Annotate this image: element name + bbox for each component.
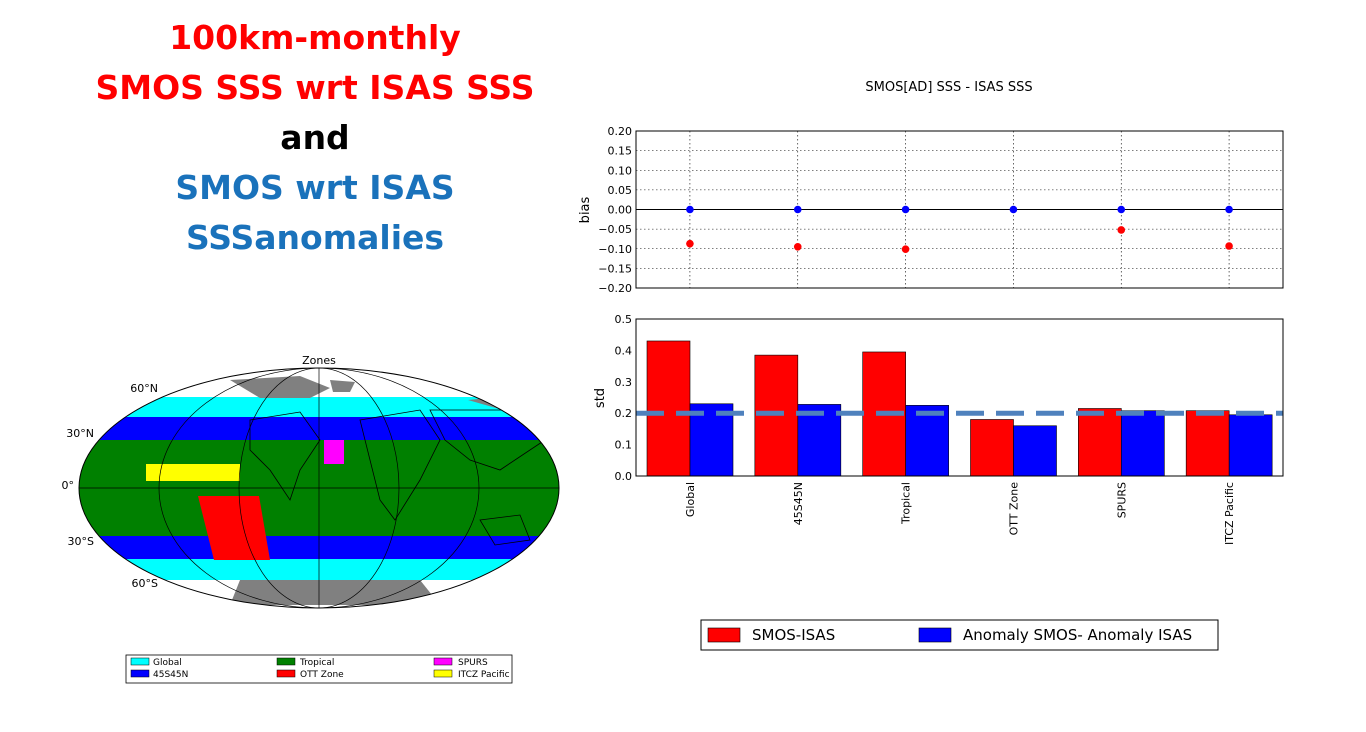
std-bar-anomaly-smos-anomaly-isas-45s45n — [797, 404, 842, 477]
coast-americas — [249, 411, 321, 501]
chart-legend-swatch-smos-isas — [707, 627, 741, 643]
std-bar-smos-isas-spurs — [1078, 408, 1122, 477]
bias-ytick-label: −0.10 — [598, 243, 632, 256]
bias-point-smos-isas-tropical — [901, 245, 910, 253]
coast-africa — [359, 409, 441, 521]
bias-chart: SMOS[AD] SSS - ISAS SSS bias 0.20 0.15 0.1… — [578, 80, 1284, 295]
std-bar-anomaly-smos-anomaly-isas-itcz-pacific — [1228, 414, 1273, 477]
zone-band-global-north — [79, 397, 559, 417]
bias-point-anomaly-smos-anomaly-isas-spurs — [1117, 205, 1126, 214]
std-ytick-label: 0.5 — [615, 313, 633, 326]
bias-ytick-label: 0.10 — [608, 164, 633, 177]
std-ylabel: std — [593, 388, 608, 408]
bias-point-anomaly-smos-anomaly-isas-ott-zone — [1009, 205, 1018, 214]
land-arctic — [230, 376, 330, 398]
std-ytick-label: 0.2 — [615, 407, 633, 420]
std-ytick-label: 0.4 — [615, 344, 633, 357]
chart-legend-label-anomaly: Anomaly SMOS- Anomaly ISAS — [963, 626, 1192, 644]
bias-ytick-label: 0.00 — [608, 204, 633, 217]
map-legend-label-45s45n: 45S45N — [153, 670, 188, 680]
bias-point-smos-isas-spurs — [1117, 226, 1126, 234]
bias-chart-title: SMOS[AD] SSS - ISAS SSS — [865, 80, 1032, 95]
zone-spurs — [324, 440, 344, 464]
coast-australia — [479, 514, 531, 546]
std-bar-smos-isas-global — [646, 340, 691, 477]
std-bar-anomaly-smos-anomaly-isas-ott-zone — [1013, 425, 1057, 477]
map-legend-label-ott-zone: OTT Zone — [300, 670, 344, 680]
bias-ytick-label: −0.20 — [598, 282, 632, 295]
chart-legend: SMOS-ISAS Anomaly SMOS- Anomaly ISAS — [700, 619, 1219, 651]
std-xtick-label-spurs: SPURS — [1115, 482, 1128, 518]
std-chart: std 0.5 0.4 0.3 0.2 0.1 0.0 Global 45S45N Tropi… — [593, 313, 1284, 545]
bias-point-smos-isas-itcz-pacific — [1225, 242, 1233, 250]
lat-label-30s: 30°S — [68, 535, 94, 548]
lat-label-60s: 60°S — [132, 577, 158, 590]
heading-line-3: and — [280, 118, 350, 157]
bias-point-anomaly-smos-anomaly-isas-itcz-pacific — [1225, 205, 1233, 214]
map-legend-swatch-global — [130, 657, 150, 666]
bias-point-anomaly-smos-anomaly-isas-global — [686, 205, 694, 214]
map-legend-swatch-ott-zone — [276, 669, 296, 678]
chart-legend-swatch-anomaly — [918, 627, 952, 643]
std-xtick-label-ott-zone: OTT Zone — [1008, 482, 1021, 536]
chart-legend-frame — [700, 619, 1219, 651]
std-bar-anomaly-smos-anomaly-isas-spurs — [1121, 410, 1165, 477]
map-outline — [78, 367, 560, 609]
heading-line-2: SMOS SSS wrt ISAS SSS — [95, 68, 535, 107]
zone-ott — [198, 496, 270, 560]
std-xtick-label-itcz-pacific: ITCZ Pacific — [1223, 482, 1236, 545]
map-legend-swatch-45s45n — [130, 669, 150, 678]
map-graticule — [79, 368, 559, 608]
zone-itcz-pacific — [146, 464, 240, 481]
chart-legend-label-smos-isas: SMOS-ISAS — [752, 626, 835, 644]
map-title: Zones — [302, 354, 336, 367]
std-ytick-label: 0.3 — [615, 376, 633, 389]
bias-ytick-label: 0.20 — [608, 125, 633, 138]
heading-line-1: 100km-monthly — [169, 18, 461, 57]
std-xtick-label-45s45n: 45S45N — [792, 482, 805, 525]
map-legend-swatch-itcz-pacific — [433, 669, 453, 678]
land-antarctica — [230, 580, 440, 605]
std-xtick-label-global: Global — [684, 482, 697, 517]
zone-band-45s45n-south — [79, 536, 559, 559]
bias-point-anomaly-smos-anomaly-isas-45s45n — [793, 205, 802, 214]
bias-point-anomaly-smos-anomaly-isas-tropical — [901, 205, 910, 214]
heading: 100km-monthly SMOS SSS wrt ISAS SSS and … — [90, 18, 540, 258]
std-ytick-label: 0.1 — [615, 439, 633, 452]
lat-label-60n: 60°N — [130, 382, 158, 395]
bias-ylabel: bias — [578, 196, 593, 223]
heading-line-5: SSSanomalies — [185, 218, 445, 257]
std-bar-anomaly-smos-anomaly-isas-tropical — [905, 405, 949, 477]
std-bar-smos-isas-ott-zone — [970, 419, 1014, 477]
std-xtick-label-tropical: Tropical — [900, 482, 913, 525]
bias-point-smos-isas-45s45n — [793, 242, 802, 251]
bias-point-smos-isas-global — [686, 239, 694, 248]
lat-label-30n: 30°N — [66, 427, 94, 440]
map-legend-label-itcz-pacific: ITCZ Pacific — [458, 670, 510, 680]
map-legend-swatch-tropical — [276, 657, 296, 666]
lat-label-0: 0° — [62, 479, 75, 492]
bias-ytick-label: −0.05 — [598, 223, 632, 236]
heading-line-4: SMOS wrt ISAS — [175, 168, 455, 207]
bias-plot-frame — [635, 130, 1284, 289]
zone-band-45s45n-north — [79, 417, 559, 440]
std-bar-anomaly-smos-anomaly-isas-global — [689, 403, 734, 477]
land-greenland — [330, 380, 355, 392]
map-legend-label-spurs: SPURS — [458, 658, 488, 668]
map-legend-label-global: Global — [153, 658, 182, 668]
bias-ytick-label: 0.05 — [608, 184, 633, 197]
bias-ytick-label: 0.15 — [608, 145, 633, 158]
map-legend-swatch-spurs — [433, 657, 453, 666]
std-ytick-label: 0.0 — [615, 470, 633, 483]
bias-ytick-label: −0.15 — [598, 262, 632, 275]
std-bar-smos-isas-itcz-pacific — [1185, 410, 1230, 477]
std-plot-frame — [635, 318, 1284, 477]
map-legend: Global 45S45N Tropical OTT Zone SPURS IT… — [125, 654, 513, 684]
zones-map: Zones — [62, 354, 560, 609]
map-legend-label-tropical: Tropical — [299, 658, 334, 668]
